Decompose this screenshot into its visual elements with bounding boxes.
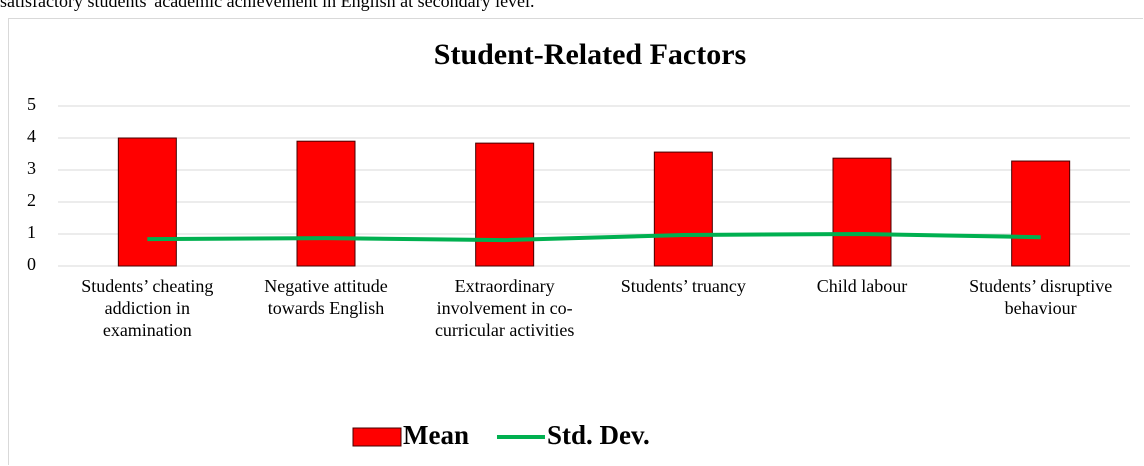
bar [832, 157, 892, 267]
legend-label: Mean [403, 420, 469, 450]
bar [475, 142, 535, 267]
x-tick-label: Extraordinary involvement in co-curricul… [434, 276, 575, 340]
y-tick-label: 3 [27, 158, 36, 178]
legend-swatch [352, 427, 402, 447]
y-tick-label: 0 [27, 254, 36, 274]
y-tick-label: 5 [27, 94, 36, 114]
line [147, 232, 1041, 243]
bar [653, 151, 713, 267]
x-tick-label: Negative attitude towards English [264, 276, 388, 318]
y-tick-label: 2 [27, 190, 36, 210]
chart-frame [8, 18, 1143, 465]
bar [1011, 160, 1071, 267]
x-tick-label: Students’ disruptive behaviour [969, 276, 1113, 318]
x-tick-label: Students’ cheating addiction in examinat… [81, 276, 214, 340]
chart-title: Student-Related Factors [434, 38, 746, 71]
caption: satisfactory students' academic achievem… [0, 0, 535, 11]
x-tick-label: Child labour [816, 276, 908, 296]
bar [296, 140, 356, 267]
x-tick-label: Students’ truancy [620, 276, 746, 296]
bar [117, 137, 177, 267]
y-tick-label: 1 [27, 222, 36, 242]
y-tick-label: 4 [27, 126, 36, 146]
legend-label: Std. Dev. [547, 420, 650, 450]
